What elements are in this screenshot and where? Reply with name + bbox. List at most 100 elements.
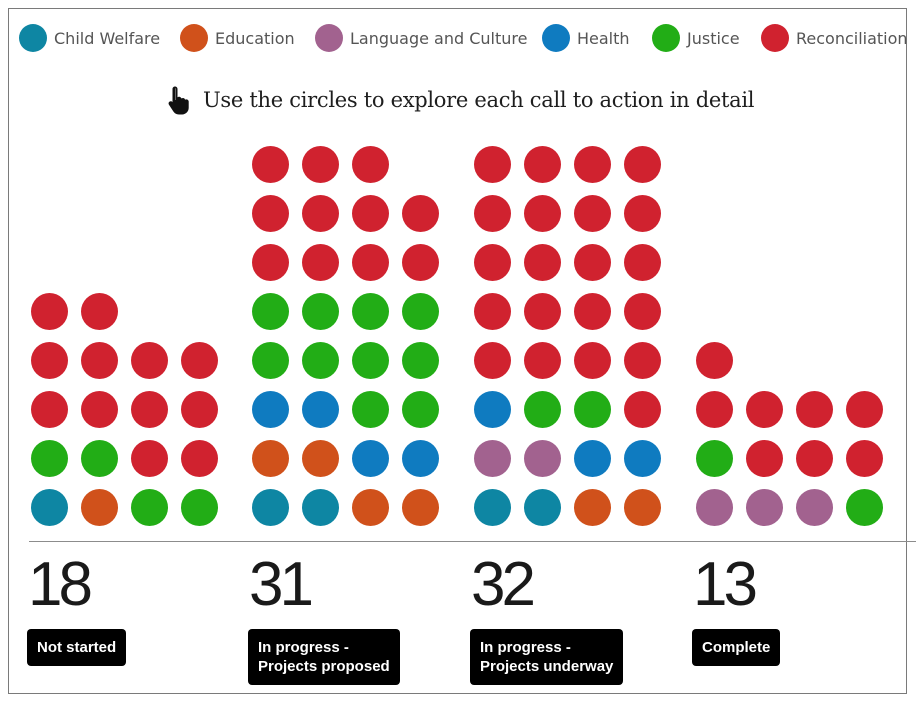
dot-reconciliation[interactable]: [746, 439, 783, 477]
dot-justice[interactable]: [402, 390, 439, 428]
dot-education[interactable]: [81, 488, 118, 526]
dot-child-welfare[interactable]: [31, 488, 68, 526]
legend-item-justice[interactable]: Justice: [652, 24, 740, 52]
dot-reconciliation[interactable]: [81, 341, 118, 379]
dot-reconciliation[interactable]: [696, 390, 733, 428]
dot-reconciliation[interactable]: [352, 194, 389, 232]
dot-reconciliation[interactable]: [402, 194, 439, 232]
dot-reconciliation[interactable]: [31, 341, 68, 379]
dot-reconciliation[interactable]: [131, 439, 168, 477]
legend-item-child-welfare[interactable]: Child Welfare: [19, 24, 160, 52]
legend-item-education[interactable]: Education: [180, 24, 295, 52]
dot-reconciliation[interactable]: [524, 194, 561, 232]
dot-reconciliation[interactable]: [31, 292, 68, 330]
dot-reconciliation[interactable]: [624, 341, 661, 379]
dot-reconciliation[interactable]: [131, 341, 168, 379]
dot-reconciliation[interactable]: [31, 390, 68, 428]
dot-justice[interactable]: [574, 390, 611, 428]
dot-reconciliation[interactable]: [81, 292, 118, 330]
dot-reconciliation[interactable]: [302, 145, 339, 183]
dot-education[interactable]: [624, 488, 661, 526]
dot-education[interactable]: [574, 488, 611, 526]
dot-reconciliation[interactable]: [181, 390, 218, 428]
dot-justice[interactable]: [31, 439, 68, 477]
dot-reconciliation[interactable]: [302, 194, 339, 232]
dot-reconciliation[interactable]: [574, 341, 611, 379]
dot-reconciliation[interactable]: [131, 390, 168, 428]
dot-reconciliation[interactable]: [524, 243, 561, 281]
dot-justice[interactable]: [402, 341, 439, 379]
dot-reconciliation[interactable]: [624, 292, 661, 330]
dot-child-welfare[interactable]: [524, 488, 561, 526]
dot-reconciliation[interactable]: [402, 243, 439, 281]
dot-reconciliation[interactable]: [302, 243, 339, 281]
dot-justice[interactable]: [402, 292, 439, 330]
dot-reconciliation[interactable]: [696, 341, 733, 379]
dot-reconciliation[interactable]: [474, 145, 511, 183]
dot-reconciliation[interactable]: [574, 292, 611, 330]
dot-reconciliation[interactable]: [252, 145, 289, 183]
legend-item-language-and-culture[interactable]: Language and Culture: [315, 24, 527, 52]
dot-reconciliation[interactable]: [474, 194, 511, 232]
dot-justice[interactable]: [302, 292, 339, 330]
dot-reconciliation[interactable]: [524, 292, 561, 330]
dot-reconciliation[interactable]: [574, 243, 611, 281]
dot-reconciliation[interactable]: [624, 194, 661, 232]
dot-health[interactable]: [574, 439, 611, 477]
legend-item-health[interactable]: Health: [542, 24, 630, 52]
dot-reconciliation[interactable]: [574, 194, 611, 232]
dot-reconciliation[interactable]: [474, 292, 511, 330]
dot-reconciliation[interactable]: [746, 390, 783, 428]
dot-justice[interactable]: [302, 341, 339, 379]
dot-reconciliation[interactable]: [252, 243, 289, 281]
dot-reconciliation[interactable]: [796, 439, 833, 477]
dot-reconciliation[interactable]: [846, 439, 883, 477]
dot-education[interactable]: [402, 488, 439, 526]
dot-justice[interactable]: [352, 292, 389, 330]
dot-justice[interactable]: [252, 341, 289, 379]
dot-justice[interactable]: [524, 390, 561, 428]
dot-language-and-culture[interactable]: [524, 439, 561, 477]
dot-reconciliation[interactable]: [574, 145, 611, 183]
dot-justice[interactable]: [131, 488, 168, 526]
dot-justice[interactable]: [352, 390, 389, 428]
dot-health[interactable]: [402, 439, 439, 477]
dot-justice[interactable]: [352, 341, 389, 379]
dot-justice[interactable]: [696, 439, 733, 477]
dot-reconciliation[interactable]: [81, 390, 118, 428]
dot-reconciliation[interactable]: [181, 439, 218, 477]
dot-reconciliation[interactable]: [846, 390, 883, 428]
dot-reconciliation[interactable]: [524, 145, 561, 183]
dot-child-welfare[interactable]: [302, 488, 339, 526]
dot-child-welfare[interactable]: [474, 488, 511, 526]
dot-health[interactable]: [624, 439, 661, 477]
dot-reconciliation[interactable]: [474, 243, 511, 281]
dot-education[interactable]: [302, 439, 339, 477]
dot-health[interactable]: [474, 390, 511, 428]
dot-reconciliation[interactable]: [474, 341, 511, 379]
dot-language-and-culture[interactable]: [746, 488, 783, 526]
dot-reconciliation[interactable]: [181, 341, 218, 379]
legend-item-reconciliation[interactable]: Reconciliation: [761, 24, 908, 52]
dot-child-welfare[interactable]: [252, 488, 289, 526]
dot-language-and-culture[interactable]: [696, 488, 733, 526]
dot-education[interactable]: [252, 439, 289, 477]
dot-reconciliation[interactable]: [524, 341, 561, 379]
dot-reconciliation[interactable]: [796, 390, 833, 428]
dot-language-and-culture[interactable]: [474, 439, 511, 477]
dot-health[interactable]: [302, 390, 339, 428]
dot-language-and-culture[interactable]: [796, 488, 833, 526]
dot-justice[interactable]: [181, 488, 218, 526]
dot-justice[interactable]: [81, 439, 118, 477]
dot-education[interactable]: [352, 488, 389, 526]
dot-reconciliation[interactable]: [352, 243, 389, 281]
dot-reconciliation[interactable]: [352, 145, 389, 183]
dot-justice[interactable]: [846, 488, 883, 526]
dot-reconciliation[interactable]: [252, 194, 289, 232]
dot-reconciliation[interactable]: [624, 243, 661, 281]
dot-reconciliation[interactable]: [624, 390, 661, 428]
dot-health[interactable]: [252, 390, 289, 428]
dot-reconciliation[interactable]: [624, 145, 661, 183]
dot-health[interactable]: [352, 439, 389, 477]
dot-justice[interactable]: [252, 292, 289, 330]
